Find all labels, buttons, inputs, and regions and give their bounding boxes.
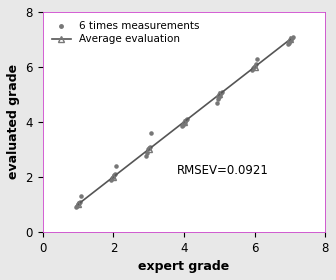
Text: RMSEV=0.0921: RMSEV=0.0921 (177, 164, 269, 177)
Legend: 6 times measurements, Average evaluation: 6 times measurements, Average evaluation (48, 17, 204, 49)
X-axis label: expert grade: expert grade (138, 260, 230, 273)
Y-axis label: evaluated grade: evaluated grade (7, 64, 20, 179)
